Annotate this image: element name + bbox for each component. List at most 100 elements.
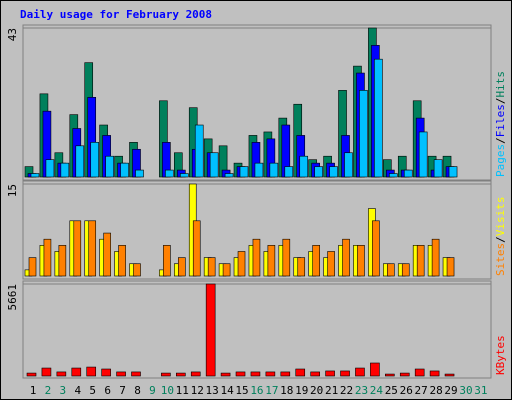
bar xyxy=(325,370,335,377)
bar xyxy=(433,159,443,178)
bar xyxy=(58,245,67,277)
bar xyxy=(205,283,216,377)
bar xyxy=(88,220,97,277)
bar xyxy=(399,372,410,377)
bar xyxy=(372,220,380,277)
bar xyxy=(252,238,261,277)
x-tick-label: 6 xyxy=(104,384,111,397)
bar xyxy=(340,370,350,377)
bar xyxy=(120,162,129,178)
bar xyxy=(180,173,189,178)
x-tick-label: 12 xyxy=(191,384,204,397)
bar xyxy=(41,367,52,377)
x-tick-label: 21 xyxy=(325,384,338,397)
bar xyxy=(312,245,320,277)
x-tick-label: 29 xyxy=(444,384,457,397)
x-tick-label: 2 xyxy=(45,384,52,397)
bar xyxy=(73,220,82,277)
x-tick-label: 11 xyxy=(176,384,189,397)
bar xyxy=(267,245,276,277)
bar xyxy=(222,263,231,277)
bar xyxy=(418,131,428,178)
bar xyxy=(194,124,204,178)
x-tick-label: 7 xyxy=(119,384,126,397)
bar xyxy=(163,245,171,277)
bar xyxy=(387,263,395,277)
x-tick-label: 5 xyxy=(89,384,96,397)
x-tick-label: 20 xyxy=(310,384,323,397)
legend-entry: Hits xyxy=(494,71,507,98)
legend-entry: KBytes xyxy=(494,335,507,375)
bar xyxy=(192,220,201,277)
y-tick-label: 43 xyxy=(6,28,19,41)
bar xyxy=(161,372,171,377)
bar xyxy=(370,362,380,377)
bar xyxy=(26,372,37,377)
bar xyxy=(357,245,365,277)
x-tick-label: 10 xyxy=(161,384,174,397)
bar xyxy=(359,90,368,178)
bar xyxy=(118,245,126,277)
bar xyxy=(165,169,174,178)
x-tick-label: 3 xyxy=(60,384,67,397)
legend-entry: Visits xyxy=(494,197,507,237)
legend-separator: / xyxy=(494,236,507,243)
bar xyxy=(28,257,37,277)
bar xyxy=(45,159,55,178)
bar xyxy=(235,371,246,377)
bar xyxy=(103,232,111,277)
chart-title: Daily usage for February 2008 xyxy=(20,8,212,21)
bar xyxy=(239,166,249,178)
bar xyxy=(237,251,246,277)
x-tick-label: 31 xyxy=(474,384,487,397)
x-tick-label: 26 xyxy=(400,384,413,397)
bar xyxy=(444,373,455,377)
bar xyxy=(131,371,141,377)
x-tick-label: 4 xyxy=(74,384,81,397)
bar xyxy=(250,371,261,377)
bar xyxy=(135,169,144,178)
bar xyxy=(284,166,294,178)
bar xyxy=(56,371,67,377)
bar xyxy=(342,238,350,277)
x-tick-label: 14 xyxy=(220,384,234,397)
bar xyxy=(314,166,323,178)
legend: KBytes xyxy=(494,335,507,375)
bar xyxy=(327,251,335,277)
bar xyxy=(207,257,216,277)
bar xyxy=(403,169,413,178)
bar xyxy=(431,238,440,277)
x-tick-label: 9 xyxy=(149,384,156,397)
bar xyxy=(220,372,231,377)
bar xyxy=(414,368,425,377)
x-tick-label: 27 xyxy=(415,384,428,397)
bar xyxy=(310,371,320,377)
bar xyxy=(297,257,306,277)
bar xyxy=(101,368,111,377)
legend-entry: Sites xyxy=(494,243,507,276)
x-tick-label: 24 xyxy=(370,384,384,397)
bar xyxy=(429,370,440,377)
bar xyxy=(355,367,365,377)
bar xyxy=(448,166,458,178)
x-tick-label: 13 xyxy=(206,384,219,397)
x-tick-label: 25 xyxy=(385,384,398,397)
bar xyxy=(224,173,234,178)
bar xyxy=(280,371,291,377)
x-tick-label: 17 xyxy=(265,384,278,397)
bar xyxy=(282,238,291,277)
legend-separator: / xyxy=(494,98,507,105)
bar xyxy=(344,152,353,178)
bar xyxy=(30,173,40,178)
bar xyxy=(190,371,201,377)
bar xyxy=(86,366,97,377)
bar xyxy=(299,155,309,178)
x-tick-label: 19 xyxy=(295,384,308,397)
bar xyxy=(60,162,70,178)
x-tick-label: 23 xyxy=(355,384,368,397)
bar xyxy=(116,371,126,377)
y-tick-label: 5661 xyxy=(6,284,19,311)
x-tick-label: 8 xyxy=(134,384,141,397)
bar xyxy=(178,257,186,277)
x-tick-label: 16 xyxy=(250,384,263,397)
